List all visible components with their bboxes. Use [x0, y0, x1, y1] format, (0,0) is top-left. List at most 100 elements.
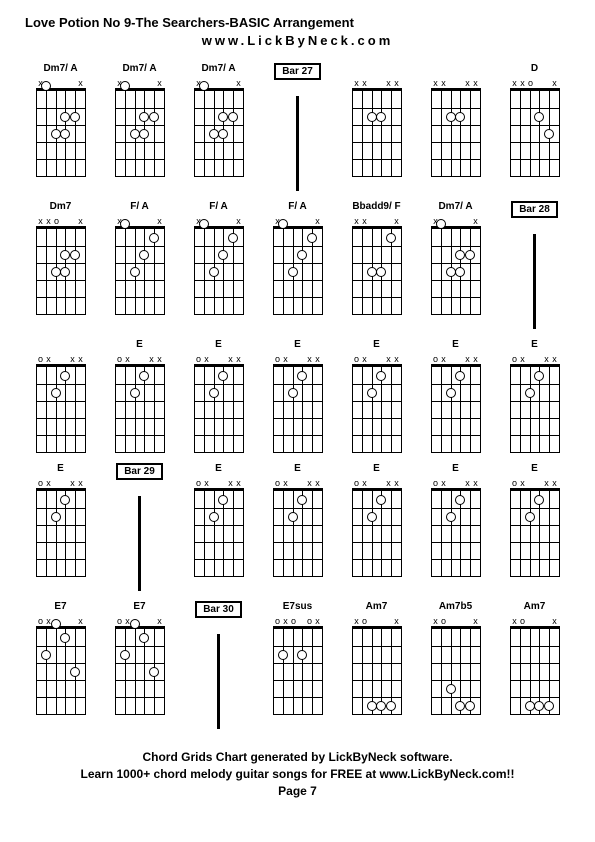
- bar-separator: [217, 634, 220, 729]
- mute-row: xxx: [353, 217, 401, 226]
- fretboard: [194, 364, 244, 453]
- footer-line-2: Learn 1000+ chord melody guitar songs fo…: [25, 766, 570, 783]
- page-title: Love Potion No 9-The Searchers-BASIC Arr…: [25, 15, 570, 30]
- fretboard: [352, 488, 402, 577]
- bar-separator: [138, 496, 141, 591]
- fretboard: [431, 626, 481, 715]
- chord-cell: Bar 28: [499, 201, 570, 329]
- chord-cell: Dm7/ Axx: [420, 201, 491, 329]
- chord-label: E7: [133, 601, 145, 615]
- chord-label: E: [452, 339, 459, 353]
- fretboard: [36, 88, 86, 177]
- chord-cell: Dm7/ Axx: [183, 63, 254, 191]
- chord-label: Dm7/ A: [201, 63, 235, 77]
- mute-row: xox: [353, 617, 401, 626]
- chord-cell: Dm7/ Axx: [25, 63, 96, 191]
- chord-label: E: [531, 339, 538, 353]
- bar-label: Bar 30: [195, 601, 242, 618]
- chord-cell: Dm7/ Axx: [104, 63, 175, 191]
- bar-separator: [533, 234, 536, 329]
- chord-label: Bbadd9/ F: [352, 201, 400, 215]
- mute-row: oxxx: [353, 355, 401, 364]
- fretboard: [115, 226, 165, 315]
- chord-label: Dm7: [50, 201, 72, 215]
- fretboard: [510, 88, 560, 177]
- chord-cell: Eoxxx: [499, 339, 570, 453]
- chord-cell: Eoxxx: [262, 339, 333, 453]
- chord-label: F/ A: [130, 201, 149, 215]
- fretboard: [273, 364, 323, 453]
- fretboard: [194, 88, 244, 177]
- mute-row: oxxx: [195, 479, 243, 488]
- fretboard: [352, 626, 402, 715]
- chord-cell: Bbadd9/ F xxx: [341, 201, 412, 329]
- mute-row: oxxx: [274, 355, 322, 364]
- fretboard: [352, 88, 402, 177]
- mute-row: oxoox: [274, 617, 322, 626]
- chord-label: F/ A: [209, 201, 228, 215]
- mute-row: xxox: [37, 217, 85, 226]
- mute-row: oxxx: [37, 479, 85, 488]
- chord-cell: Eoxxx: [420, 339, 491, 453]
- chord-cell: Dxxox: [499, 63, 570, 191]
- chord-cell: Eoxxx: [341, 463, 412, 591]
- bar-label: Bar 28: [511, 201, 558, 218]
- fretboard: [115, 88, 165, 177]
- chord-label: Dm7/ A: [122, 63, 156, 77]
- mute-row: oxxx: [511, 479, 559, 488]
- chord-cell: Eoxxx: [499, 463, 570, 591]
- chord-label: E: [57, 463, 64, 477]
- chord-cell: Eoxxx: [183, 463, 254, 591]
- mute-row: xxox: [511, 79, 559, 88]
- mute-row: oxxx: [432, 355, 480, 364]
- fretboard: [273, 226, 323, 315]
- mute-row: oxxx: [432, 479, 480, 488]
- chord-cell: xxxx: [420, 63, 491, 191]
- fretboard: [36, 226, 86, 315]
- chord-cell: Eoxxx: [25, 463, 96, 591]
- chord-label: E: [452, 463, 459, 477]
- chord-label: E: [136, 339, 143, 353]
- fretboard: [510, 488, 560, 577]
- chord-cell: Eoxxx: [420, 463, 491, 591]
- mute-row: oxxx: [353, 479, 401, 488]
- fretboard: [36, 626, 86, 715]
- chord-cell: Am7xox: [341, 601, 412, 729]
- chord-label: E7: [54, 601, 66, 615]
- chord-cell: F/ Axx: [262, 201, 333, 329]
- mute-row: xxxx: [353, 79, 401, 88]
- bar-label: Bar 27: [274, 63, 321, 80]
- chord-label: F/ A: [288, 201, 307, 215]
- fretboard: [510, 626, 560, 715]
- chord-label: E: [294, 339, 301, 353]
- chord-cell: Eoxxx: [341, 339, 412, 453]
- fretboard: [115, 364, 165, 453]
- fretboard: [36, 364, 86, 453]
- chord-label: D: [531, 63, 538, 77]
- chord-label: E: [531, 463, 538, 477]
- mute-row: xox: [432, 617, 480, 626]
- chord-cell: Eoxxx: [104, 339, 175, 453]
- fretboard: [431, 364, 481, 453]
- chord-cell: Bar 27: [262, 63, 333, 191]
- chord-cell: E7susoxoox: [262, 601, 333, 729]
- fretboard: [431, 226, 481, 315]
- chord-cell: oxxx: [25, 339, 96, 453]
- chord-label: E: [373, 339, 380, 353]
- mute-row: oxxx: [274, 479, 322, 488]
- mute-row: xxxx: [432, 79, 480, 88]
- chord-cell: Bar 30: [183, 601, 254, 729]
- fretboard: [36, 488, 86, 577]
- chord-cell: Eoxxx: [262, 463, 333, 591]
- page-subtitle: www.LickByNeck.com: [25, 33, 570, 48]
- bar-separator: [296, 96, 299, 191]
- chord-grid: Dm7/ AxxDm7/ AxxDm7/ AxxBar 27xxxxxxxxDx…: [25, 63, 570, 729]
- chord-label: E: [373, 463, 380, 477]
- chord-label: Dm7/ A: [43, 63, 77, 77]
- chord-label: Am7b5: [439, 601, 472, 615]
- chord-cell: Am7b5 xox: [420, 601, 491, 729]
- mute-row: oxxx: [195, 355, 243, 364]
- chord-label: Am7: [524, 601, 546, 615]
- chord-cell: Am7xox: [499, 601, 570, 729]
- chord-label: E: [294, 463, 301, 477]
